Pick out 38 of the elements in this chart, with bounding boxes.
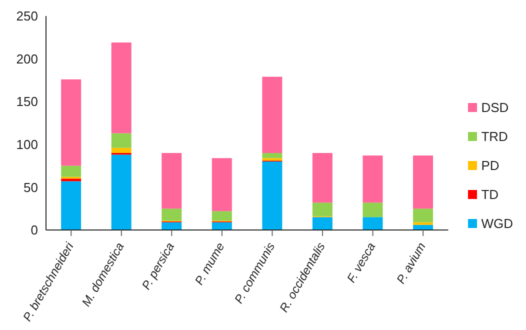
bar <box>111 148 132 153</box>
bar <box>111 154 132 230</box>
y-tick-label: 50 <box>24 180 38 195</box>
bar <box>212 158 232 212</box>
bar <box>111 133 132 148</box>
bar <box>312 217 332 230</box>
bar <box>413 222 434 225</box>
bar <box>362 202 383 218</box>
bar <box>262 162 282 230</box>
legend-label: TRD <box>481 128 508 144</box>
y-tick-label: 100 <box>16 137 38 152</box>
y-tick-label: 150 <box>16 94 38 110</box>
bar <box>61 181 82 230</box>
bar <box>162 222 182 230</box>
legend-label: PD <box>481 158 500 172</box>
legend-label: TD <box>481 186 499 202</box>
y-tick-label: 200 <box>16 51 38 66</box>
bar <box>312 202 332 216</box>
y-tick-label: 0 <box>30 222 38 238</box>
y-tick-label: 250 <box>16 8 38 24</box>
bar <box>362 156 383 203</box>
bar <box>111 42 132 134</box>
bar <box>413 208 434 222</box>
bar <box>61 166 82 177</box>
bar <box>262 152 282 158</box>
legend-label: DSD <box>481 100 509 114</box>
bar <box>262 158 282 161</box>
bar <box>312 152 332 203</box>
bar <box>162 152 182 209</box>
bar <box>212 211 232 221</box>
bar <box>362 217 383 230</box>
bar <box>262 76 282 153</box>
bar <box>413 156 434 209</box>
bar <box>162 208 182 221</box>
legend-label: WGD <box>481 216 513 230</box>
bar <box>61 178 82 182</box>
bar <box>61 79 82 166</box>
bar <box>212 222 232 230</box>
